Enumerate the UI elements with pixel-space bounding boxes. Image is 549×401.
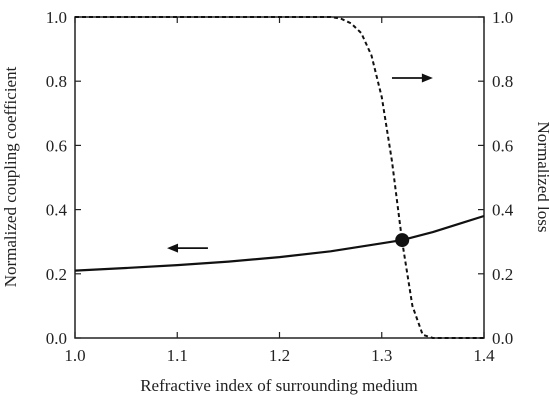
y-tick-label-right: 0.4 xyxy=(492,201,514,220)
x-tick-label: 1.2 xyxy=(269,346,290,365)
series-line-coupling xyxy=(74,214,485,272)
series-layer xyxy=(74,16,485,339)
y-tick-label-right: 0.2 xyxy=(492,265,513,284)
y-tick-label-right: 0.0 xyxy=(492,329,513,348)
x-tick-label: 1.1 xyxy=(167,346,188,365)
x-tick-label: 1.4 xyxy=(473,346,495,365)
x-tick-label: 1.0 xyxy=(64,346,85,365)
y-tick-label-left: 0.4 xyxy=(46,201,68,220)
right-axis-arrow-head xyxy=(421,73,433,83)
y-tick-label-left: 0.8 xyxy=(46,72,67,91)
ticks: 1.0 1.1 1.2 1.3 1.40.00.20.40.60.81.00.00.20… xyxy=(46,8,514,365)
y-tick-label-left: 0.0 xyxy=(46,329,67,348)
y-axis-title-right: Normalized loss xyxy=(534,122,549,233)
x-axis-title: Refractive index of surrounding medium xyxy=(140,376,418,395)
y-tick-label-right: 1.0 xyxy=(492,8,513,27)
series-line-loss xyxy=(75,16,484,339)
y-tick-label-left: 0.6 xyxy=(46,136,67,155)
plot-frame xyxy=(74,16,485,339)
y-tick-label-right: 0.8 xyxy=(492,72,513,91)
y-tick-label-left: 0.2 xyxy=(46,265,67,284)
y-axis-title-left: Normalized coupling coefficient xyxy=(1,66,20,287)
annotation-layer xyxy=(167,73,433,253)
data-marker xyxy=(395,233,410,248)
x-tick-label: 1.3 xyxy=(371,346,392,365)
left-axis-arrow-head xyxy=(167,243,179,253)
y-tick-label-left: 1.0 xyxy=(46,8,67,27)
y-tick-label-right: 0.6 xyxy=(492,136,513,155)
